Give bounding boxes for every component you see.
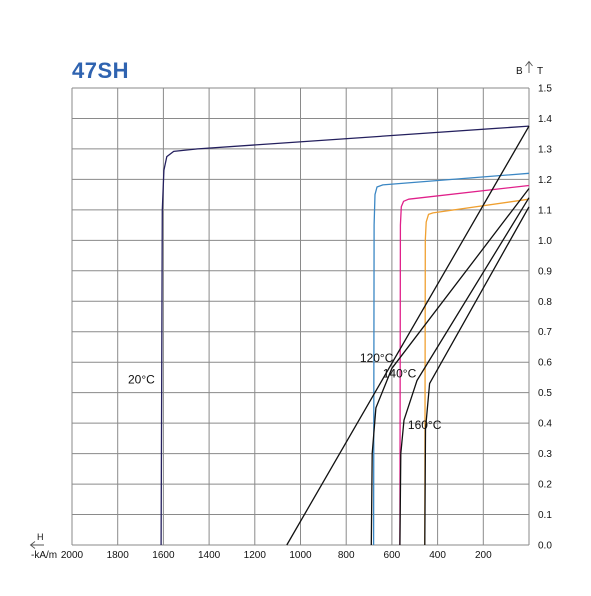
left-arrow-icon [29,541,44,549]
x-axis-unit-label: -kA/m [31,550,57,561]
series-j-curve-120c [372,172,530,546]
curve-label: 20°C [128,373,155,387]
y-tick-label: 0.6 [538,358,552,369]
axis-layer: 2000 1800 1600 1400 1200 1000 800 600 400 200 0.0 0… [29,60,552,561]
y-tick-label: 0.5 [538,388,552,399]
x-tick-label: 200 [475,550,492,561]
y-tick-label: 1.5 [538,84,552,95]
y-tick-label: 0.8 [538,297,552,308]
curve-label: 140°C [383,366,417,380]
y-tick-label: 0.1 [538,510,552,521]
y-tick-label: 0.4 [538,419,552,430]
series-b-curve-160c [424,206,530,546]
grid-layer [71,87,530,546]
x-tick-label: 2000 [61,550,84,561]
x-tick-label: 1800 [107,550,130,561]
x-tick-label: 1200 [244,550,267,561]
x-tick-label: 1400 [198,550,221,561]
y-tick-label: 1.0 [538,236,552,247]
series-b-curve-120c [370,188,530,546]
y-tick-label: 0.3 [538,449,552,460]
series-b-curve-140c [399,197,530,546]
y-tick-label: 1.4 [538,114,552,125]
chart-title: 47SH [72,58,130,83]
curve-label: 120°C [360,351,394,365]
y-tick-label: 0.0 [538,541,552,552]
series-j-curve-160c [424,198,530,546]
x-tick-label: 400 [429,550,446,561]
x-axis-label-h: H [37,532,44,542]
up-arrow-icon [525,60,533,73]
curve-label: 160°C [408,418,442,432]
series-b-curve-20c [286,125,530,546]
y-tick-label: 1.2 [538,175,552,186]
y-tick-label: 1.3 [538,144,552,155]
x-tick-label: 800 [338,550,355,561]
series-j-curve-20c [160,125,530,546]
y-axis-label-b: B [516,66,523,77]
y-tick-label: 0.2 [538,480,552,491]
x-tick-label: 600 [384,550,401,561]
series-layer [160,125,530,546]
y-tick-label: 1.1 [538,205,552,216]
y-tick-label: 0.9 [538,266,552,277]
x-tick-label: 1600 [152,550,175,561]
y-tick-label: 0.7 [538,327,552,338]
series-j-curve-140c [399,184,530,546]
y-axis-label-t: T [537,66,543,77]
x-tick-label: 1000 [289,550,312,561]
